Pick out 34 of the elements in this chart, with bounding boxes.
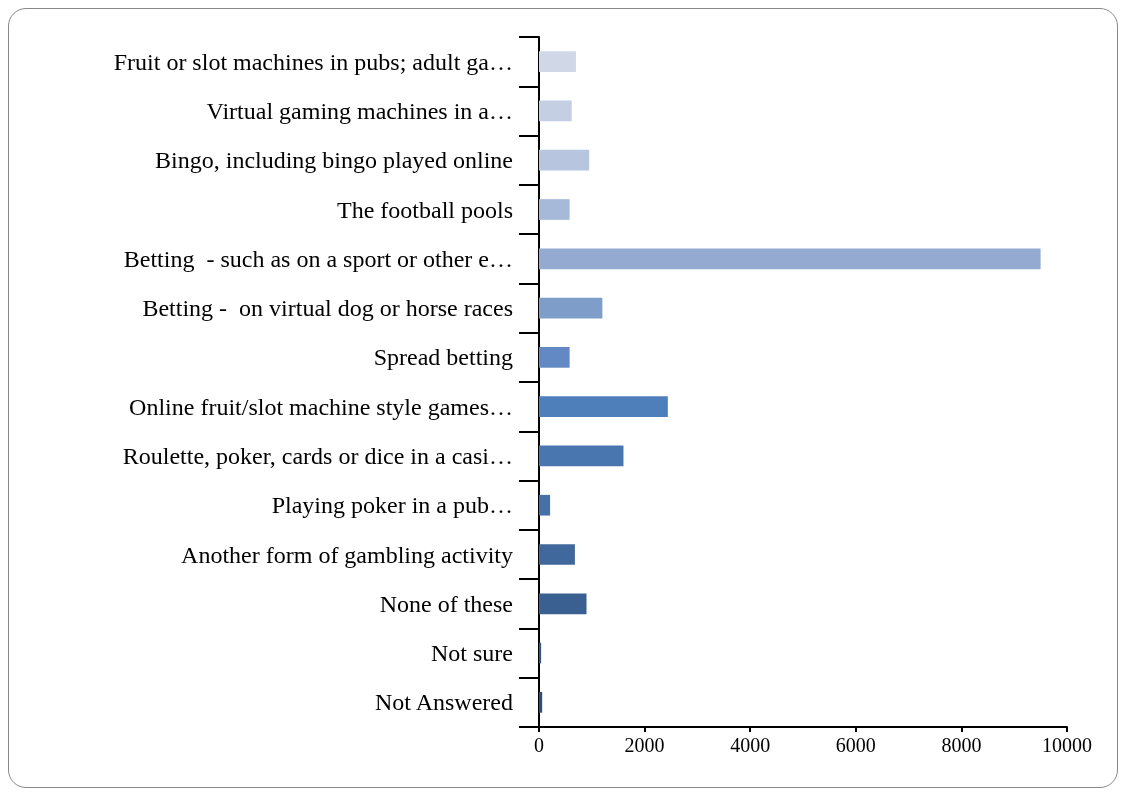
x-tick-label: 4000 bbox=[730, 734, 771, 756]
y-tick-label: Bingo, including bingo played online bbox=[155, 147, 513, 174]
y-tick-label: Not Answered bbox=[375, 689, 513, 716]
y-tick-label: None of these bbox=[379, 590, 513, 617]
bar bbox=[539, 593, 587, 615]
y-tick-label: Another form of gambling activity bbox=[181, 541, 513, 568]
y-tick-label: Roulette, poker, cards or dice in a casi… bbox=[122, 442, 513, 469]
bar bbox=[539, 248, 1041, 270]
y-tick-label: Playing poker in a pub… bbox=[271, 492, 513, 519]
x-tick-label: 0 bbox=[534, 734, 544, 756]
bar bbox=[539, 692, 543, 713]
y-tick-label: Online fruit/slot machine style games… bbox=[129, 393, 513, 420]
x-tick-label: 2000 bbox=[624, 734, 665, 756]
bar bbox=[539, 544, 575, 565]
y-tick-label: Betting - on virtual dog or horse races bbox=[142, 295, 513, 322]
y-tick-label: Fruit or slot machines in pubs; adult ga… bbox=[113, 48, 513, 75]
y-tick-label: Not sure bbox=[431, 640, 513, 667]
y-tick-label: Spread betting bbox=[373, 344, 513, 371]
bar bbox=[539, 445, 624, 467]
y-tick-label: Virtual gaming machines in a… bbox=[206, 97, 513, 124]
bar bbox=[539, 494, 551, 516]
x-tick-label: 6000 bbox=[835, 734, 876, 756]
bar bbox=[539, 297, 603, 319]
bar bbox=[539, 199, 570, 220]
x-tick-label: 10000 bbox=[1042, 734, 1092, 756]
bar bbox=[539, 149, 590, 171]
y-tick-label: The football pools bbox=[337, 196, 513, 223]
y-tick-label: Betting - such as on a sport or other e… bbox=[123, 245, 513, 272]
bar bbox=[539, 347, 570, 368]
bar bbox=[539, 642, 542, 664]
x-tick-label: 8000 bbox=[941, 734, 982, 756]
bar bbox=[539, 396, 668, 417]
bar bbox=[539, 100, 572, 122]
bar bbox=[539, 51, 576, 72]
